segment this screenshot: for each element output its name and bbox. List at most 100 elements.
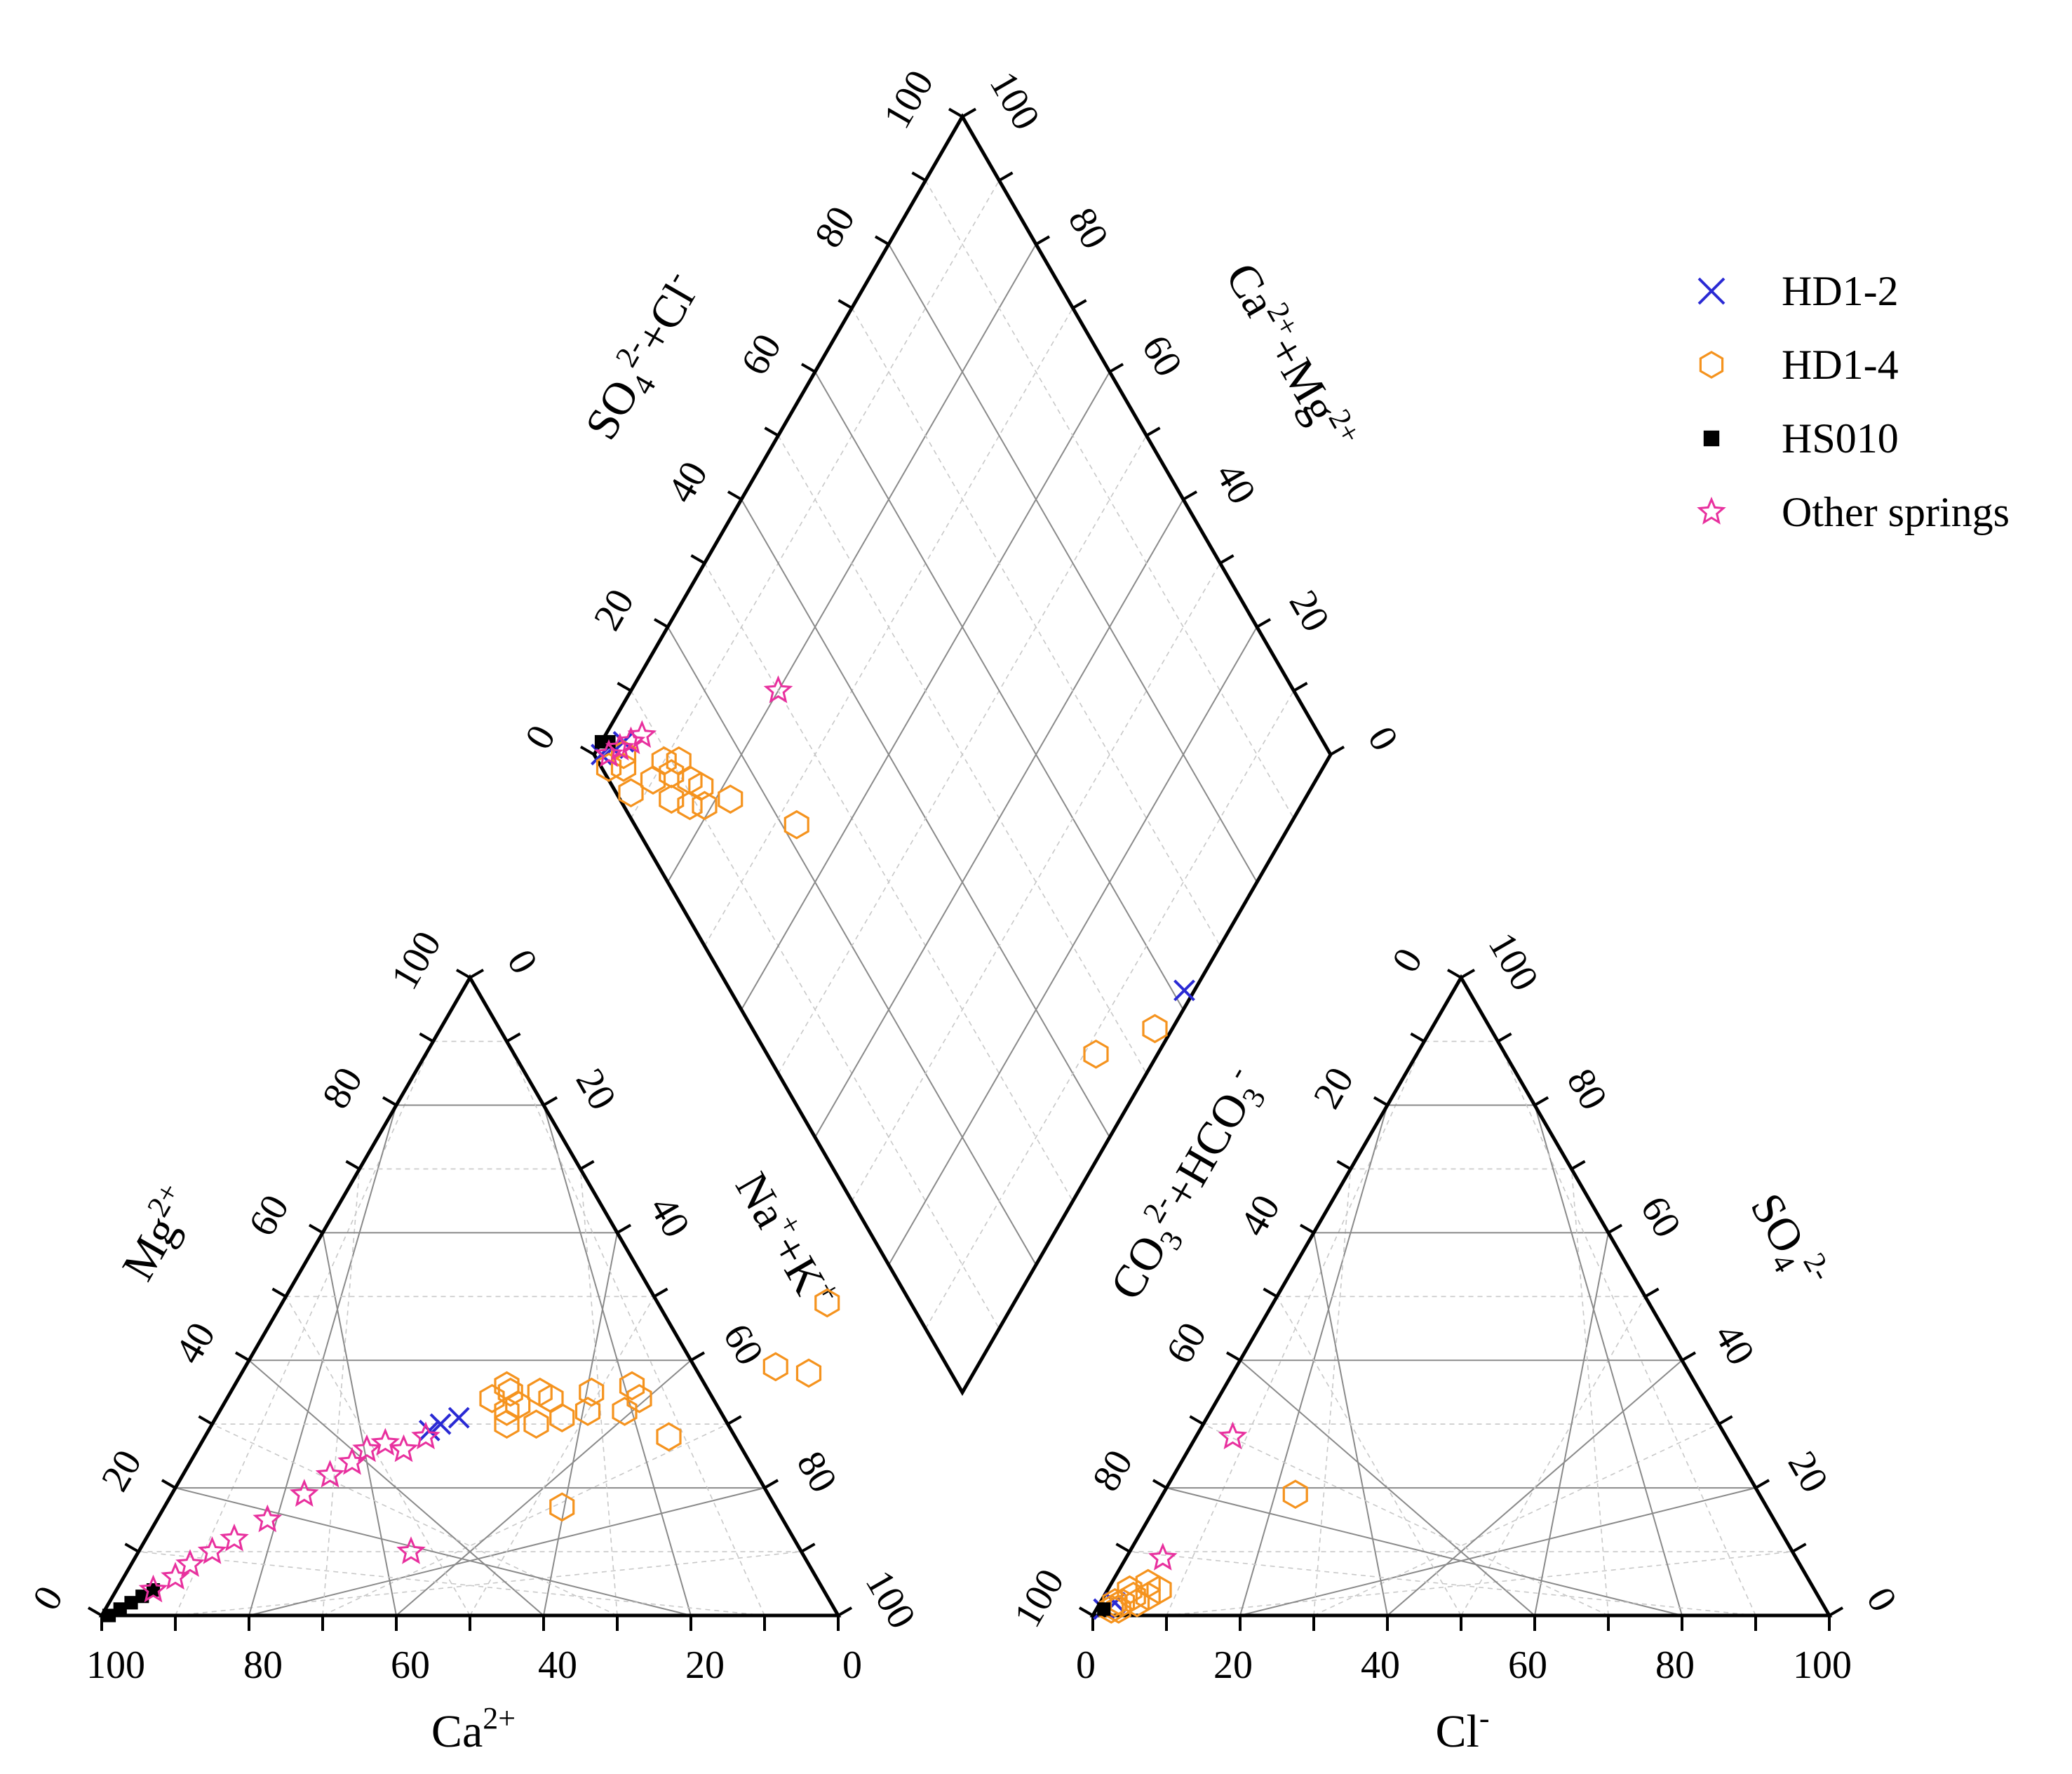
hd1-4-cation-point bbox=[814, 1288, 840, 1318]
hd1-4-cation-point bbox=[1083, 1039, 1109, 1069]
cation-grid-line bbox=[248, 1359, 544, 1616]
hd1-4-diamond-point bbox=[783, 809, 809, 840]
cation-right-tick bbox=[800, 1543, 816, 1553]
hd1-2-cation-point bbox=[1173, 979, 1195, 1002]
anion-left-tick bbox=[1078, 1606, 1094, 1617]
anion-right-tick bbox=[1681, 1351, 1697, 1362]
anion-cl-axis-title: Cl- bbox=[1435, 1701, 1489, 1757]
anion-left-tick bbox=[1373, 1096, 1388, 1107]
legend-label-hs010: HS010 bbox=[1782, 415, 1899, 462]
cation-grid-line bbox=[579, 1169, 618, 1616]
diamond-so4cl-tick-label: 80 bbox=[807, 199, 864, 255]
cation-right-tick bbox=[469, 968, 485, 979]
diamond-grid-line bbox=[888, 626, 1258, 1265]
cation-mg-tick-label: 60 bbox=[241, 1188, 298, 1244]
cation-nak-tick-label: 80 bbox=[788, 1444, 846, 1500]
legend-marker-hd1-4 bbox=[1699, 351, 1724, 379]
anion-so4-tick-label: 40 bbox=[1706, 1317, 1763, 1373]
hd1-4-anion-point bbox=[1282, 1479, 1308, 1510]
diamond-upper-right-tick bbox=[1109, 363, 1124, 373]
cation-right-tick bbox=[506, 1032, 521, 1043]
diamond-upper-right-tick bbox=[1293, 682, 1308, 692]
hs010-anion-point bbox=[1097, 1602, 1111, 1616]
diamond-camg-tick-label: 20 bbox=[1281, 583, 1338, 639]
anion-co3-tick-label: 80 bbox=[1084, 1443, 1142, 1499]
cation-left-tick bbox=[308, 1223, 324, 1235]
anion-grid-line bbox=[1534, 1232, 1609, 1616]
anion-left-tick bbox=[1446, 968, 1462, 979]
cation-nak-axis-title: Na++K+ bbox=[725, 1162, 848, 1318]
hd1-4-diamond-point bbox=[651, 746, 677, 776]
diamond-upper-left-tick bbox=[874, 235, 889, 246]
anion-left-tick bbox=[1115, 1543, 1131, 1553]
diamond-upper-left-tick bbox=[837, 299, 853, 309]
cation-right-tick bbox=[616, 1223, 632, 1235]
frame-layer bbox=[98, 113, 1833, 1618]
cation-ca-tick-label: 0 bbox=[842, 1644, 862, 1687]
cation-ca-tick-label: 20 bbox=[685, 1644, 725, 1687]
cation-left-tick bbox=[124, 1543, 140, 1553]
cation-left-tick bbox=[234, 1351, 250, 1362]
diamond-upper-right-tick bbox=[1256, 618, 1272, 629]
anion-cl-tick-label: 40 bbox=[1361, 1644, 1400, 1687]
anion-left-tick bbox=[1263, 1287, 1278, 1298]
anion-grid-line bbox=[1497, 1041, 1756, 1616]
other-springs-anion-point bbox=[1148, 1543, 1178, 1571]
legend: HD1-2 HD1-4 HS010 Other springs bbox=[1697, 268, 2010, 535]
cation-nak-tick-label: 0 bbox=[499, 942, 546, 981]
anion-grid-line bbox=[1570, 1169, 1609, 1616]
anion-co3-tick-label: 60 bbox=[1158, 1315, 1216, 1371]
diamond-upper-right-tick bbox=[1183, 490, 1198, 501]
hd1-4-cation-point bbox=[494, 1371, 520, 1401]
anion-cl-tick-label: 80 bbox=[1655, 1644, 1695, 1687]
legend-label-hd1-2: HD1-2 bbox=[1782, 268, 1899, 314]
cation-ca-axis-title: Ca2+ bbox=[431, 1701, 516, 1757]
hd1-4-diamond-point bbox=[618, 778, 644, 808]
anion-left-tick bbox=[1189, 1415, 1204, 1425]
diamond-upper-left-tick bbox=[764, 426, 779, 437]
anion-grid-line bbox=[1129, 1551, 1756, 1616]
other-springs-cation-point bbox=[289, 1479, 319, 1507]
cation-right-tick bbox=[837, 1606, 853, 1617]
diamond-so4cl-axis-title: SO42-+Cl- bbox=[571, 264, 715, 451]
diamond-grid-line bbox=[924, 180, 1295, 819]
diamond-upper-left-tick bbox=[948, 107, 963, 119]
anion-grid-line bbox=[1203, 1423, 1609, 1616]
diamond-grid-line bbox=[851, 307, 1221, 946]
hd1-4-diamond-point bbox=[718, 784, 744, 814]
diamond-upper-right-tick bbox=[1035, 235, 1051, 246]
other-springs-cation-point bbox=[396, 1536, 426, 1564]
cation-grid-line bbox=[543, 1105, 692, 1616]
anion-so4-tick-label: 100 bbox=[1480, 925, 1547, 998]
anion-co3-axis-title: CO32-+HCO3- bbox=[1096, 1059, 1278, 1311]
other-springs-cation-point bbox=[315, 1460, 345, 1488]
cation-nak-tick-label: 40 bbox=[641, 1189, 699, 1245]
cation-left-tick bbox=[87, 1606, 102, 1617]
hd1-4-cation-point bbox=[795, 1358, 822, 1388]
hd1-4-cation-point bbox=[762, 1352, 788, 1382]
cation-right-tick bbox=[764, 1479, 779, 1489]
anion-so4-tick-label: 0 bbox=[1858, 1580, 1906, 1619]
anion-co3-tick-label: 20 bbox=[1305, 1060, 1363, 1116]
cation-ca-tick-label: 60 bbox=[391, 1644, 430, 1687]
hd1-4-cation-point bbox=[612, 1397, 638, 1426]
hd1-4-cation-point bbox=[479, 1383, 505, 1413]
axis-title-layer: Ca2+ Mg2+ Na++K+ Cl- CO32-+HCO3- SO42- SO42-+C… bbox=[112, 255, 1839, 1757]
diamond-grid-line bbox=[814, 371, 1184, 1010]
anion-cl-tick-label: 60 bbox=[1508, 1644, 1547, 1687]
anion-right-tick bbox=[1718, 1415, 1733, 1425]
data-point-layer bbox=[102, 675, 1308, 1624]
cation-left-tick bbox=[419, 1032, 434, 1043]
diamond-so4cl-tick-label: 40 bbox=[659, 455, 717, 511]
diamond-camg-tick-label: 40 bbox=[1207, 456, 1265, 512]
cation-left-tick bbox=[161, 1479, 176, 1489]
diamond-frame bbox=[592, 113, 1333, 1396]
diamond-upper-left-tick bbox=[617, 682, 632, 692]
anion-so4-tick-label: 80 bbox=[1559, 1061, 1616, 1117]
cation-right-tick bbox=[653, 1287, 668, 1298]
anion-co3-tick-label: 0 bbox=[1384, 941, 1432, 979]
cation-mg-tick-label: 80 bbox=[314, 1060, 372, 1116]
diamond-camg-tick-label: 0 bbox=[1359, 719, 1407, 758]
